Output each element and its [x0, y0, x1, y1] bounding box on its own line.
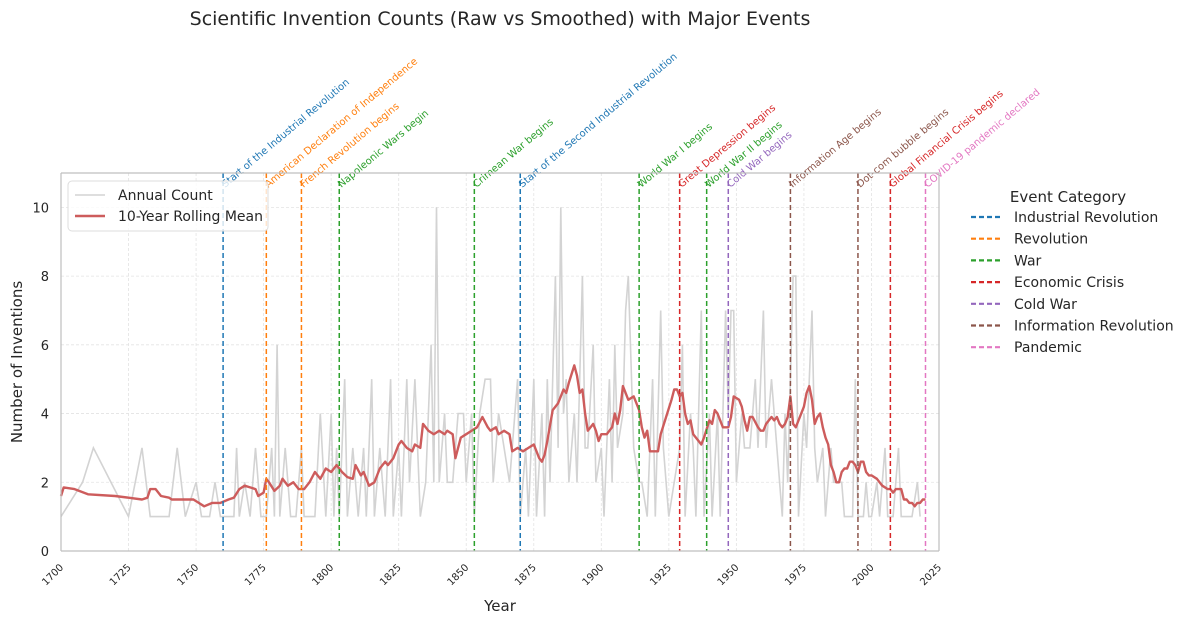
event-label-world-war-i-begins: World War I begins — [636, 122, 715, 191]
legend-label-economic-crisis: Economic Crisis — [1014, 275, 1124, 291]
legend-label-industrial-revolution: Industrial Revolution — [1014, 210, 1158, 226]
y-tick-label-0: 0 — [41, 545, 49, 560]
x-axis-label: Year — [483, 597, 517, 615]
y-tick-label-2: 2 — [41, 476, 49, 491]
legend-label-annual-count: Annual Count — [118, 188, 213, 204]
y-tick-label-8: 8 — [41, 270, 49, 285]
series-line-10-year-rolling-mean — [59, 364, 926, 508]
x-tick-label-1850: 1850 — [446, 562, 472, 588]
event-label-crimean-war-begins: Crimean War begins — [471, 117, 556, 191]
x-tick-label-1750: 1750 — [175, 562, 201, 588]
legend-event-category-title: Event Category — [1010, 188, 1126, 206]
x-tick-label-1975: 1975 — [783, 562, 809, 588]
x-tick-label-2025: 2025 — [918, 562, 944, 588]
x-tick-label-1800: 1800 — [310, 562, 336, 588]
legend-label-pandemic: Pandemic — [1014, 340, 1082, 356]
x-tick-label-2000: 2000 — [851, 562, 877, 588]
x-tick-label-1775: 1775 — [243, 562, 269, 588]
legend-label-revolution: Revolution — [1014, 232, 1088, 248]
x-tick-label-1900: 1900 — [581, 562, 607, 588]
chart-title: Scientific Invention Counts (Raw vs Smoo… — [190, 8, 811, 30]
legend-label-cold-war: Cold War — [1014, 297, 1077, 313]
legend-label-10-year-rolling-mean: 10-Year Rolling Mean — [118, 209, 263, 225]
plot-area: Start of the Industrial RevolutionAmeric… — [32, 51, 1173, 588]
x-tick-label-1925: 1925 — [648, 562, 674, 588]
y-tick-label-4: 4 — [41, 408, 49, 423]
legend-series: Annual Count 10-Year Rolling Mean — [67, 180, 269, 232]
x-tick-label-1725: 1725 — [108, 562, 134, 588]
x-tick-label-1700: 1700 — [40, 562, 66, 588]
legend-event-category: Event Category Industrial Revolution Revol… — [971, 188, 1174, 356]
x-tick-label-1825: 1825 — [378, 562, 404, 588]
x-tick-label-1950: 1950 — [716, 562, 742, 588]
y-axis-label: Number of Inventions — [8, 281, 26, 444]
y-tick-label-6: 6 — [41, 339, 49, 354]
series-line-annual-count — [60, 207, 921, 520]
legend-label-war: War — [1014, 253, 1042, 269]
legend-series-box — [67, 180, 269, 232]
x-tick-label-1875: 1875 — [513, 562, 539, 588]
event-label-american-declaration-of-independence: American Declaration of Independence — [263, 56, 420, 190]
y-tick-label-10: 10 — [32, 201, 49, 216]
legend-label-information-revolution: Information Revolution — [1014, 319, 1174, 335]
